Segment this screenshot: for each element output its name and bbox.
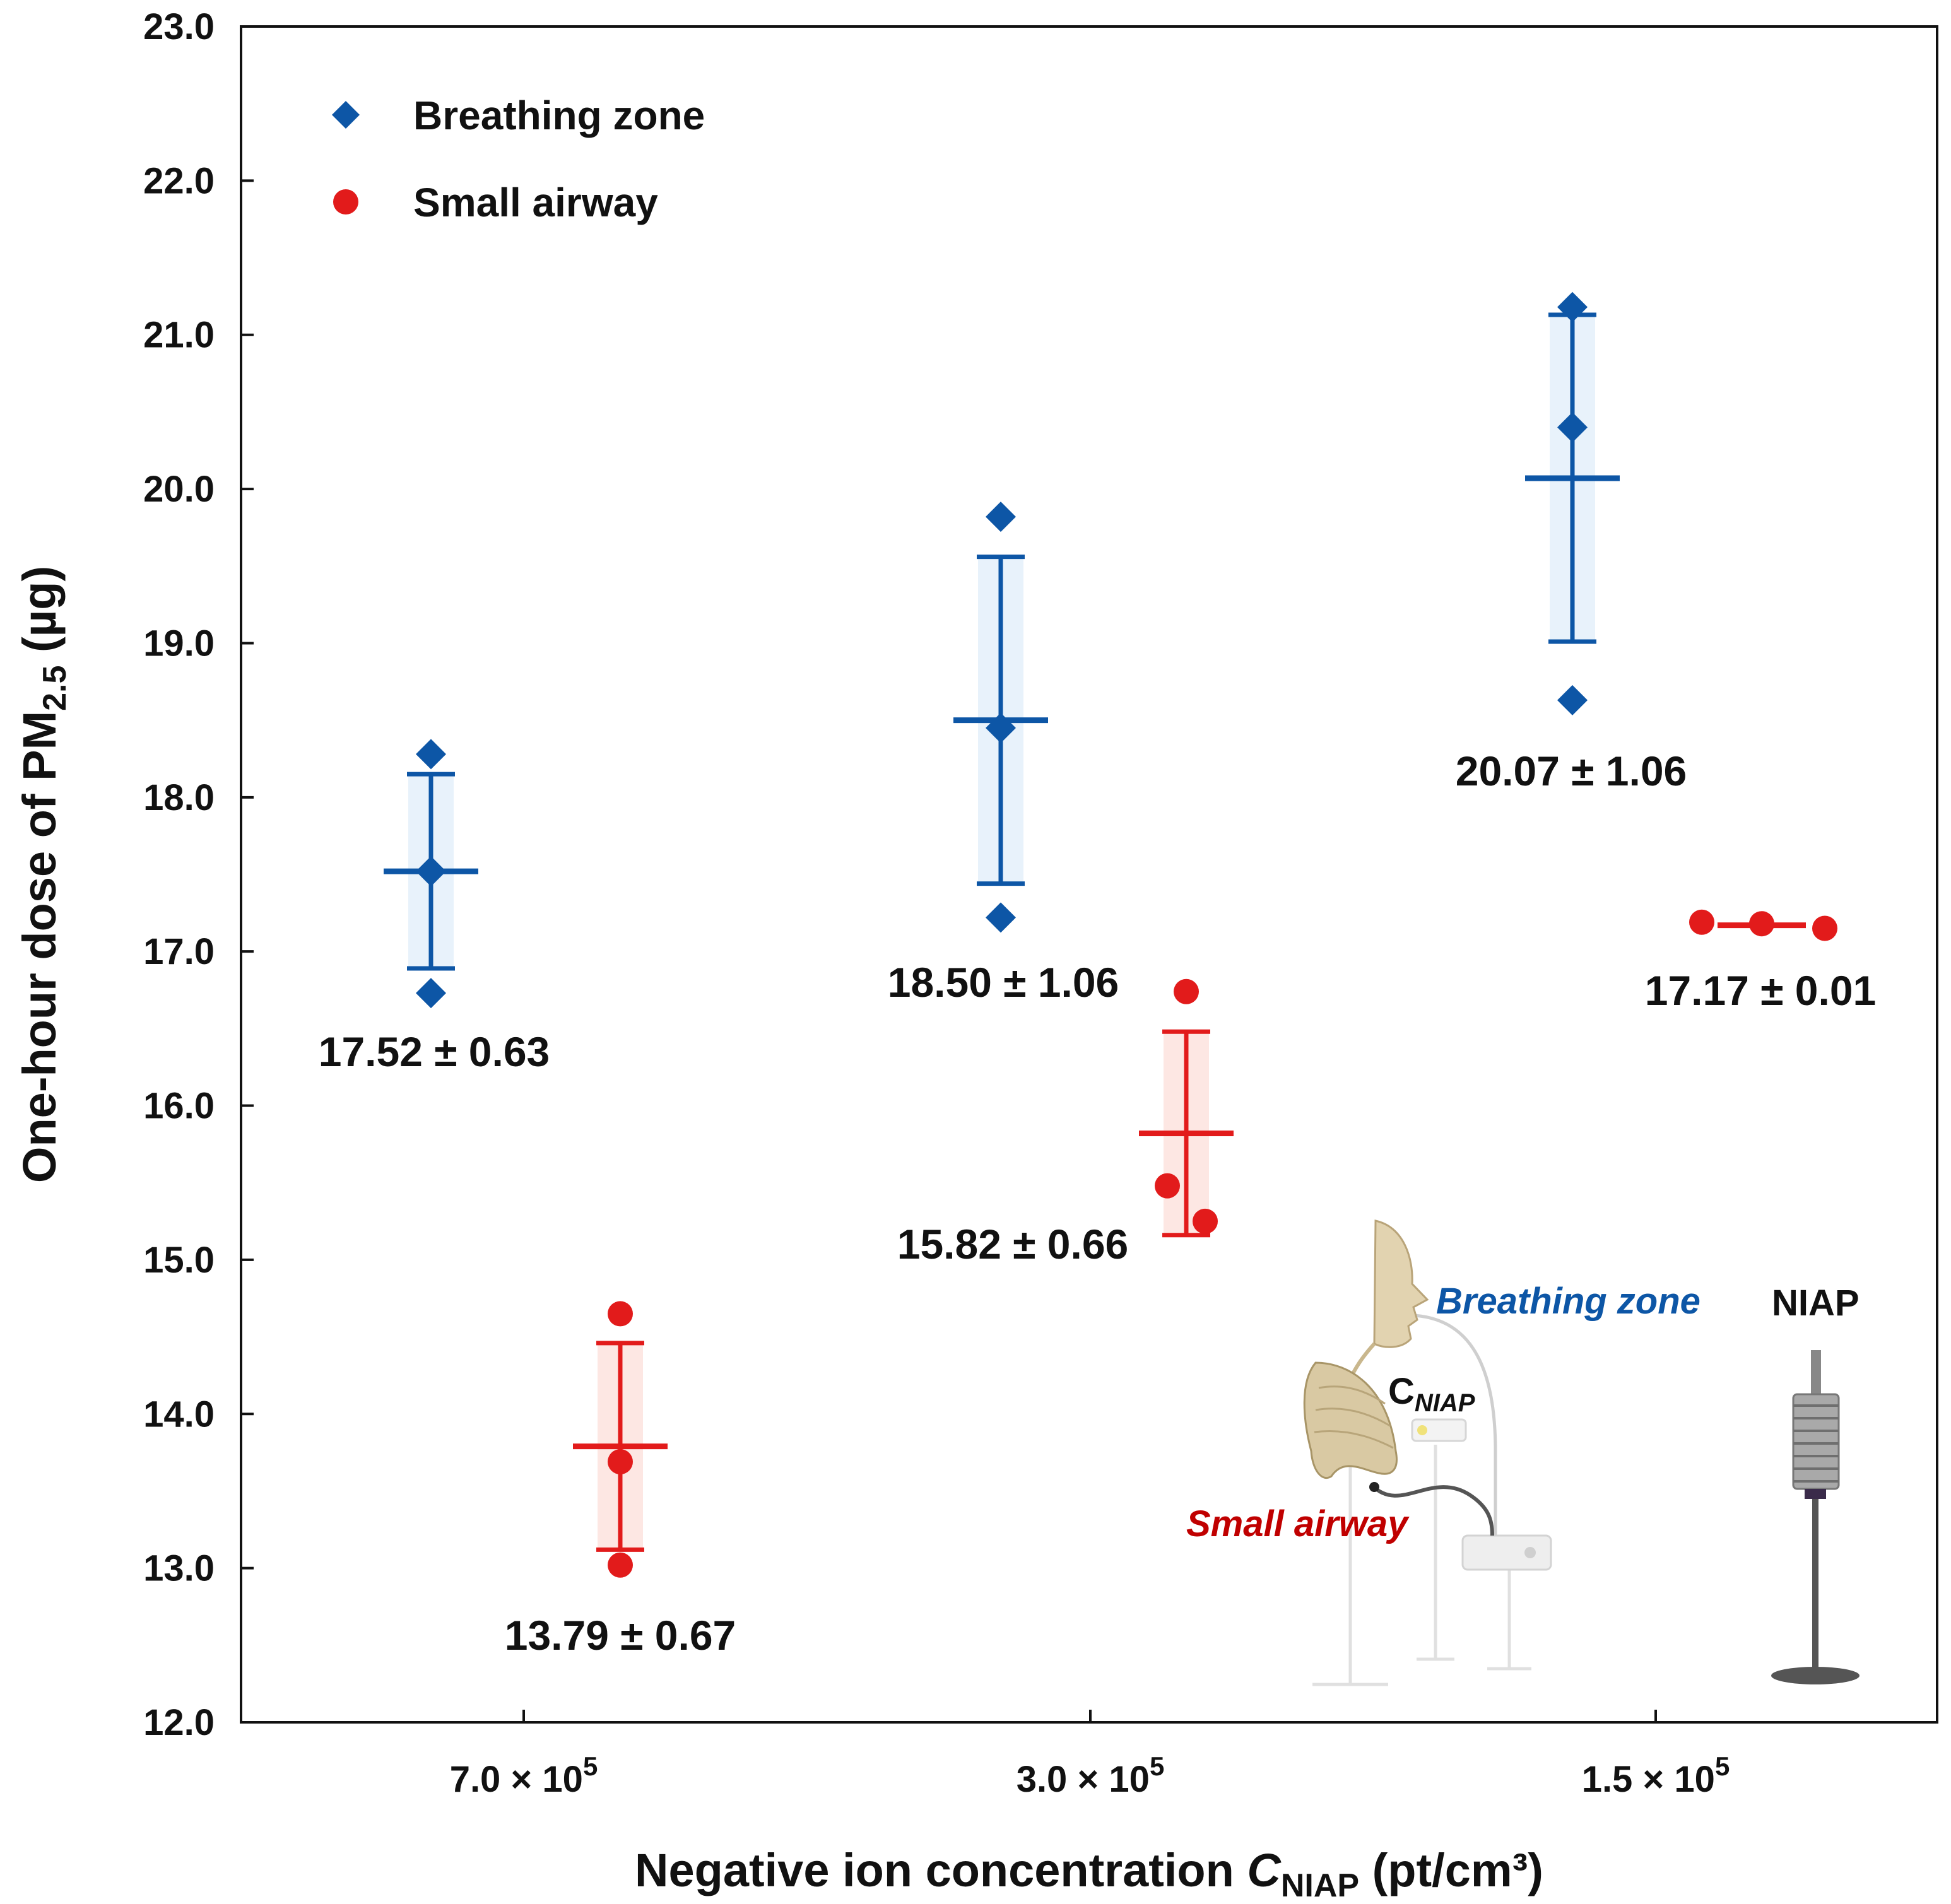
legend-marker-breathing-zone (332, 101, 360, 129)
inset-cniap-subscript: NIAP (1415, 1389, 1475, 1417)
data-point (1193, 1208, 1218, 1234)
y-tick-label: 23.0 (143, 6, 215, 47)
data-label: 17.17 ± 0.01 (1645, 967, 1877, 1014)
y-axis-title-unit: (µg) (13, 566, 66, 666)
data-point (986, 712, 1016, 743)
data-point (986, 902, 1016, 933)
niap-probe-icon (1811, 1350, 1821, 1401)
niap-collar-icon (1805, 1489, 1826, 1499)
x-axis-title-symbol: C (1247, 1844, 1282, 1896)
data-layer (384, 291, 1837, 1578)
y-axis: 12.0 13.0 14.0 15.0 16.0 17.0 18.0 19.0 20.0 21.0… (143, 6, 254, 1743)
data-point (416, 978, 446, 1009)
data-point (1155, 1173, 1180, 1199)
niap-base-icon (1771, 1667, 1860, 1684)
x-axis-title-subscript: NIAP (1281, 1867, 1359, 1904)
x-axis: 7.0 × 105 3.0 × 105 1.5 × 105 (450, 1710, 1730, 1800)
data-point (1689, 909, 1714, 935)
data-point (1812, 915, 1837, 941)
y-tick-label: 15.0 (143, 1240, 215, 1281)
y-tick-label: 12.0 (143, 1702, 215, 1743)
y-tick-label: 16.0 (143, 1086, 215, 1127)
x-axis-title-prefix: Negative ion concentration (635, 1844, 1247, 1896)
pump-device-icon (1461, 1534, 1552, 1571)
value-labels: 17.52 ± 0.63 18.50 ± 1.06 20.07 ± 1.06 13.7… (319, 748, 1877, 1659)
legend-marker-small-airway (333, 189, 358, 214)
x-tick-label: 1.5 × 105 (1582, 1751, 1730, 1800)
legend-label-breathing-zone: Breathing zone (413, 93, 705, 138)
data-label: 15.82 ± 0.66 (897, 1221, 1129, 1267)
data-label: 20.07 ± 1.06 (1456, 748, 1687, 794)
data-point (1749, 911, 1774, 937)
legend: Breathing zone Small airway (332, 93, 705, 225)
data-label: 13.79 ± 0.67 (505, 1612, 736, 1659)
y-tick-label: 14.0 (143, 1394, 215, 1435)
y-tick-label: 17.0 (143, 931, 215, 972)
data-point (416, 739, 446, 770)
y-tick-label: 13.0 (143, 1548, 215, 1589)
airway-tube-icon (1370, 1484, 1494, 1536)
data-point (986, 502, 1016, 532)
y-axis-title: One-hour dose of PM2.5 (µg) (13, 566, 73, 1183)
x-axis-title-unit: (pt/cm³) (1359, 1844, 1543, 1896)
legend-label-small-airway: Small airway (413, 180, 658, 225)
x-tick-label: 7.0 × 105 (450, 1751, 598, 1800)
inset-niap-label: NIAP (1772, 1283, 1860, 1324)
tube-connector-icon (1369, 1482, 1379, 1492)
rib-lines-icon (1314, 1385, 1394, 1449)
data-point (608, 1449, 633, 1475)
data-label: 18.50 ± 1.06 (888, 959, 1119, 1006)
y-tick-label: 20.0 (143, 469, 215, 510)
lungs-icon (1303, 1361, 1398, 1479)
y-tick-label: 19.0 (143, 623, 215, 664)
data-point (1557, 291, 1588, 322)
y-tick-label: 22.0 (143, 160, 215, 201)
y-axis-title-subscript: 2.5 (37, 666, 73, 711)
niap-fins-icon (1792, 1393, 1840, 1490)
data-point (608, 1552, 633, 1578)
data-point (608, 1301, 633, 1327)
pump-device-knob-icon (1524, 1547, 1536, 1558)
cniap-sensor-icon (1411, 1418, 1467, 1442)
cniap-sensor-light-icon (1417, 1425, 1427, 1435)
x-axis-title: Negative ion concentration CNIAP (pt/cm³… (635, 1844, 1543, 1904)
inset-breathing-zone-label: Breathing zone (1436, 1281, 1700, 1322)
inset-illustration: Breathing zone CNIAP Small airway NIAP (1186, 1219, 1860, 1686)
y-tick-label: 18.0 (143, 777, 215, 818)
plot-frame (240, 25, 1938, 1724)
inset-cniap-label: CNIAP (1388, 1371, 1475, 1417)
inset-cniap-symbol: C (1388, 1371, 1415, 1412)
niap-pole-icon (1812, 1499, 1818, 1669)
data-label: 17.52 ± 0.63 (319, 1028, 550, 1075)
y-tick-label: 21.0 (143, 315, 215, 356)
x-tick-label: 3.0 × 105 (1017, 1751, 1165, 1800)
head-profile-icon (1373, 1219, 1429, 1348)
y-axis-title-main: One-hour dose of PM (13, 711, 66, 1183)
breathing-tube-icon (1413, 1313, 1497, 1536)
data-point (416, 856, 446, 887)
data-point (1174, 978, 1199, 1004)
data-point (1557, 685, 1588, 715)
data-point (1557, 412, 1588, 443)
inset-small-airway-label: Small airway (1186, 1503, 1410, 1544)
